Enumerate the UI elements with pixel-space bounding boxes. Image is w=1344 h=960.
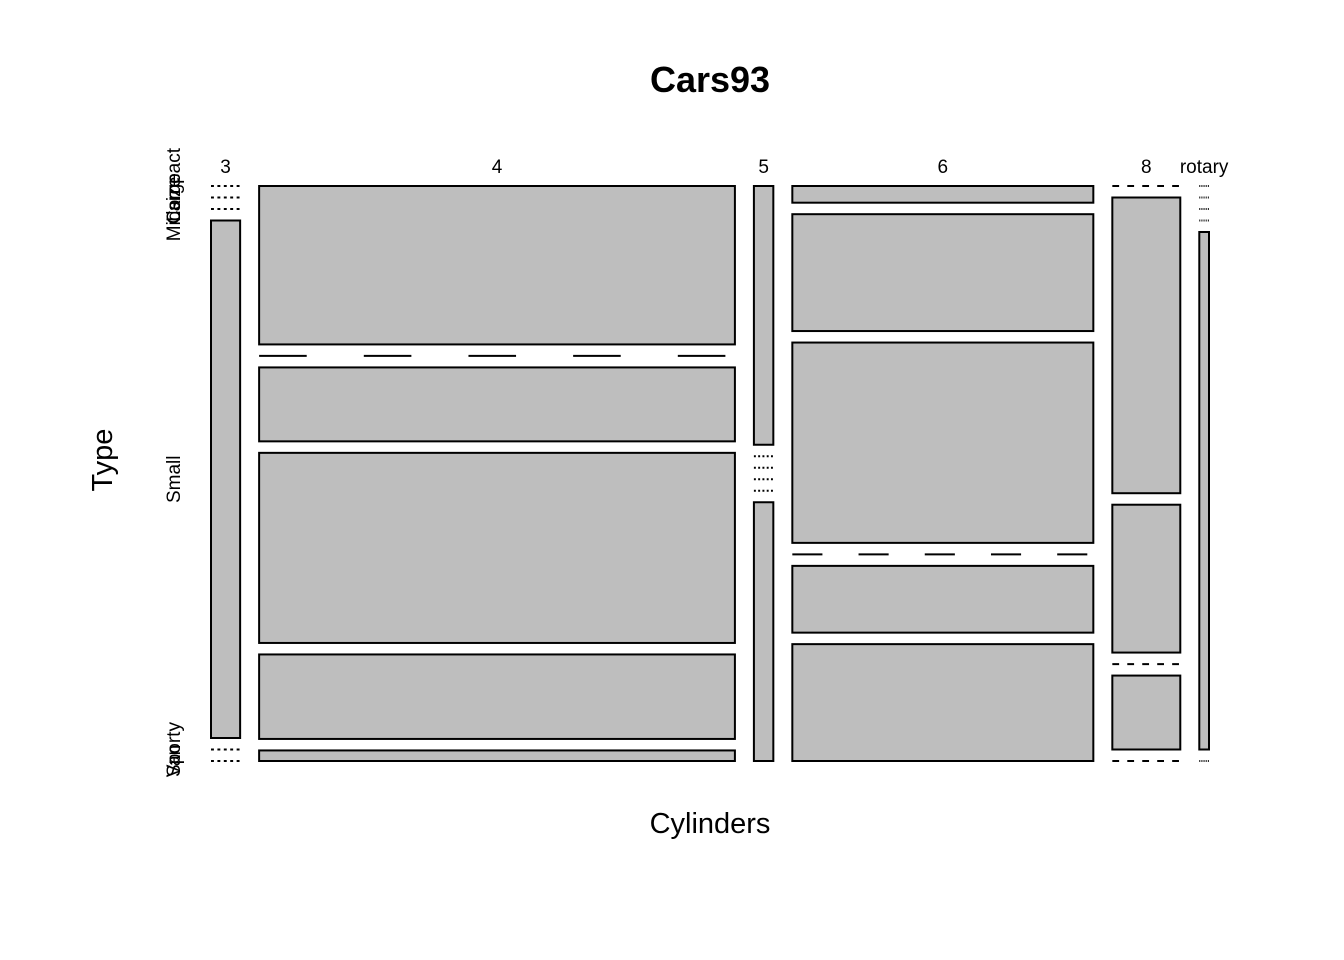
tile-6-midsize (791, 341, 1095, 544)
tile-4-van (258, 749, 736, 763)
y-tick-compact: Compact (164, 147, 185, 224)
x-axis-label: Cylinders (650, 808, 771, 840)
x-tick-3: 3 (220, 157, 231, 178)
tile-8-large (1111, 196, 1182, 495)
x-tick-4: 4 (492, 157, 503, 178)
tile-4-sporty (258, 653, 736, 740)
tile-rotary-sporty (1198, 231, 1210, 751)
tile-4-small (258, 451, 736, 644)
x-tick-6: 6 (938, 157, 949, 178)
tile-4-compact (258, 185, 736, 346)
y-tick-small: Small (164, 456, 185, 504)
y-tick-sporty: Sporty (164, 722, 185, 777)
mosaic-tiles (210, 185, 1210, 763)
tile-6-van (791, 643, 1095, 762)
x-tick-labels: 3 4 5 6 8 rotary (220, 157, 1229, 178)
tile-4-midsize (258, 366, 736, 443)
y-tick-midsize: Midsize (164, 177, 185, 241)
tile-8-midsize (1111, 503, 1182, 654)
tile-3-small (210, 219, 242, 739)
tile-6-compact (791, 185, 1095, 204)
tile-5-van (752, 501, 775, 762)
chart-title: Cars93 (650, 59, 770, 100)
x-tick-rotary: rotary (1180, 157, 1229, 178)
tile-5-compact (752, 185, 775, 446)
y-axis-label: Type (87, 429, 119, 492)
tile-8-sporty (1111, 674, 1182, 751)
y-tick-van: Van (164, 745, 185, 777)
y-tick-large: Large (164, 173, 185, 222)
x-tick-8: 8 (1141, 157, 1152, 178)
tile-6-large (791, 213, 1095, 333)
tile-6-sporty (791, 564, 1095, 634)
x-tick-5: 5 (758, 157, 769, 178)
